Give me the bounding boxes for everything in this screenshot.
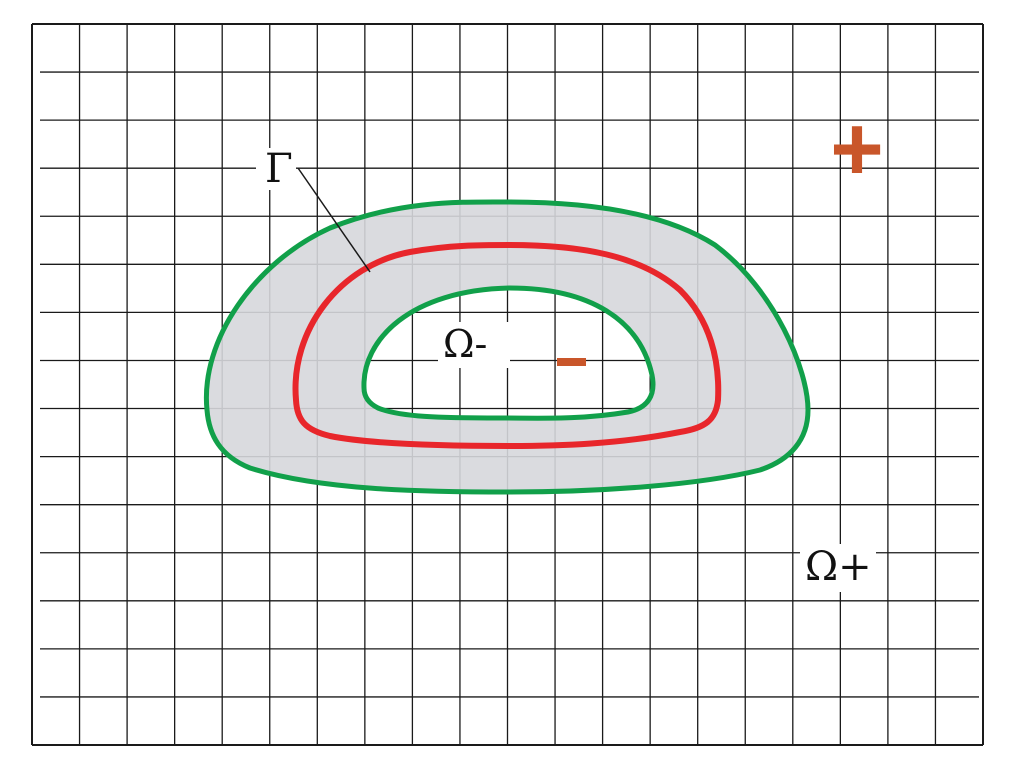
inner-contour	[361, 285, 656, 421]
outer-contour	[203, 199, 811, 495]
gamma-label-bg	[256, 148, 296, 190]
omega-plus-label-bg	[800, 544, 876, 592]
omega-minus-label-bg	[438, 322, 510, 368]
omega-plus-label: Ω+	[805, 544, 872, 590]
plus-sign: +	[830, 98, 884, 200]
omega-minus-label: Ω-	[443, 322, 487, 366]
minus-sign	[557, 358, 586, 366]
gamma-leader-line	[297, 167, 371, 273]
grid	[31, 23, 984, 746]
interface-contour-gamma	[292, 241, 722, 450]
gamma-label: Γ	[265, 146, 293, 192]
